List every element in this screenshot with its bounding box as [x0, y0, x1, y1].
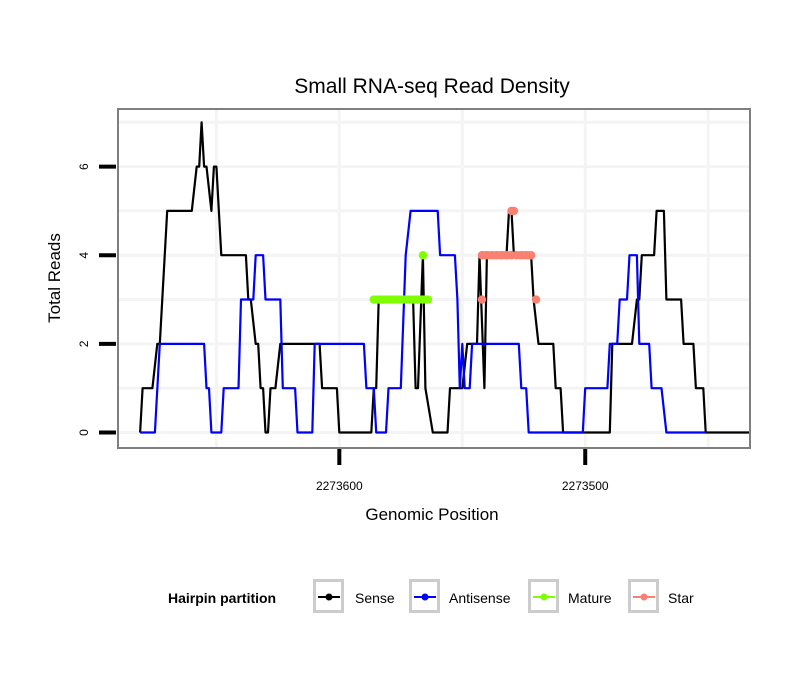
data-point-mature — [418, 251, 428, 260]
legend-label: Sense — [355, 590, 395, 606]
legend-entry-star: Star — [628, 579, 694, 613]
x-tick-label: 2273500 — [562, 479, 609, 493]
series-star — [477, 206, 541, 304]
plot-border — [117, 108, 751, 449]
data-point-star — [531, 295, 541, 304]
series-line-antisense — [140, 209, 706, 434]
legend: Hairpin partition Sense Antisense Mature St… — [168, 579, 694, 613]
legend-key-point — [421, 593, 429, 601]
legend-entry-mature: Mature — [528, 579, 612, 613]
data-point-star — [509, 206, 519, 216]
x-tick-label: 2273600 — [316, 479, 363, 493]
series-mature — [369, 251, 433, 304]
legend-key-point — [325, 593, 333, 601]
legend-label: Antisense — [449, 590, 511, 606]
x-axis-title: Genomic Position — [365, 505, 498, 524]
x-axis: 2273600 2273500 — [316, 449, 609, 493]
legend-key-point — [640, 593, 648, 601]
plot-panel — [118, 109, 750, 448]
y-tick-label: 4 — [77, 252, 91, 259]
y-tick-label: 6 — [77, 163, 91, 170]
legend-label: Star — [668, 590, 694, 606]
data-point-star — [477, 295, 487, 304]
legend-entry-antisense: Antisense — [409, 579, 511, 613]
y-axis-title: Total Reads — [45, 233, 64, 323]
y-tick-label: 2 — [77, 340, 91, 347]
data-point-mature — [423, 295, 433, 304]
legend-label: Mature — [568, 590, 612, 606]
series-antisense — [140, 209, 706, 434]
series-layer — [139, 121, 750, 434]
y-tick-label: 0 — [77, 429, 91, 436]
legend-title: Hairpin partition — [168, 590, 276, 606]
y-axis: 0 2 4 6 — [77, 163, 116, 436]
data-point-star — [526, 251, 536, 260]
legend-key-point — [540, 593, 548, 601]
chart-title: Small RNA-seq Read Density — [294, 75, 570, 98]
legend-entry-sense: Sense — [313, 579, 395, 613]
